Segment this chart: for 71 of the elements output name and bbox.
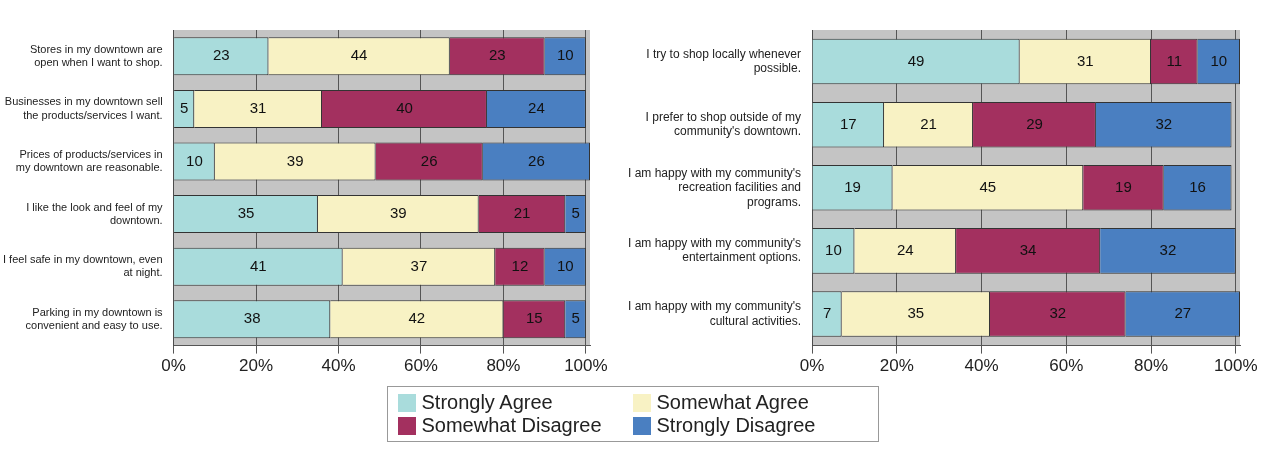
x-tick-label: 60% — [403, 356, 438, 376]
x-tick-label: 0% — [161, 356, 186, 376]
legend-label: Strongly Agree — [421, 391, 553, 414]
data-label: 10 — [825, 241, 842, 259]
data-label: 24 — [528, 99, 545, 117]
data-label: 16 — [1189, 177, 1206, 195]
data-label: 29 — [1026, 114, 1043, 132]
data-label: 31 — [249, 99, 267, 117]
y-tick-label: Prices of products/services in my downtown are reasonable. — [15, 147, 163, 174]
y-tick-label: I try to shop locally whenever possible. — [646, 46, 802, 76]
data-label: 11 — [1166, 51, 1183, 69]
data-label: 40 — [396, 99, 413, 117]
data-label: 19 — [844, 177, 861, 195]
data-label: 26 — [420, 151, 438, 169]
legend-label: Strongly Disagree — [656, 414, 816, 437]
y-tick-label: I feel safe in my downtown, even at night. — [2, 253, 163, 279]
y-tick-label: Businesses in my downtown sell the products/services I want. — [4, 95, 163, 121]
x-tick-label: 0% — [799, 356, 825, 376]
y-tick-label: I am happy with my community's cultural activities. — [627, 299, 802, 328]
data-label: 5 — [571, 309, 580, 327]
data-label: 35 — [237, 204, 255, 222]
data-label: 39 — [389, 204, 407, 222]
y-tick-label: I am happy with my community's recreation facilities and programs. — [627, 165, 802, 209]
data-label: 7 — [822, 304, 832, 322]
data-label: 35 — [907, 304, 925, 322]
data-label: 10 — [556, 46, 574, 64]
y-tick-label: Stores in my downtown are open when I want to shop. — [29, 42, 163, 68]
data-label: 17 — [839, 114, 857, 132]
data-label: 44 — [350, 46, 368, 64]
data-label: 31 — [1076, 51, 1094, 69]
data-label: 34 — [1019, 241, 1037, 259]
data-label: 42 — [408, 309, 426, 327]
data-label: 23 — [488, 46, 506, 64]
x-tick-label: 80% — [486, 356, 521, 376]
data-label: 32 — [1159, 241, 1177, 259]
data-label: 32 — [1049, 304, 1067, 322]
data-label: 41 — [250, 256, 267, 274]
data-label: 23 — [212, 46, 230, 64]
data-label: 10 — [556, 256, 574, 274]
data-label: 21 — [513, 204, 531, 222]
data-label: 32 — [1155, 114, 1173, 132]
y-tick-label: I like the look and feel of my downtown. — [26, 200, 164, 226]
y-tick-label: Parking in my downtown is convenient and easy to use. — [25, 305, 164, 331]
data-label: 37 — [410, 256, 428, 274]
data-label: 26 — [528, 151, 545, 169]
x-tick-label: 100% — [1214, 356, 1258, 376]
x-tick-label: 60% — [1049, 356, 1084, 376]
data-label: 15 — [526, 309, 543, 327]
legend-label: Somewhat Disagree — [421, 414, 602, 437]
data-label: 27 — [1174, 304, 1192, 322]
data-label: 12 — [511, 256, 529, 274]
data-label: 21 — [920, 114, 937, 132]
x-tick-label: 40% — [321, 356, 356, 376]
data-label: 24 — [896, 241, 914, 259]
y-tick-label: I prefer to shop outside of my community's downtown. — [645, 109, 802, 139]
data-label: 5 — [179, 99, 189, 117]
data-label: 38 — [243, 309, 261, 327]
data-label: 5 — [571, 204, 580, 222]
data-label: 10 — [186, 151, 203, 169]
x-tick-label: 100% — [564, 356, 608, 376]
legend-label: Somewhat Agree — [656, 391, 809, 414]
data-label: 49 — [907, 51, 925, 69]
x-tick-label: 80% — [1134, 356, 1169, 376]
data-label: 19 — [1115, 177, 1132, 195]
x-tick-label: 20% — [239, 356, 274, 376]
data-label: 10 — [1210, 51, 1228, 69]
data-label: 45 — [979, 177, 997, 195]
x-tick-label: 20% — [879, 356, 914, 376]
x-tick-label: 40% — [964, 356, 999, 376]
data-label: 39 — [286, 151, 304, 169]
y-tick-label: I am happy with my community's entertainment options. — [627, 236, 802, 265]
